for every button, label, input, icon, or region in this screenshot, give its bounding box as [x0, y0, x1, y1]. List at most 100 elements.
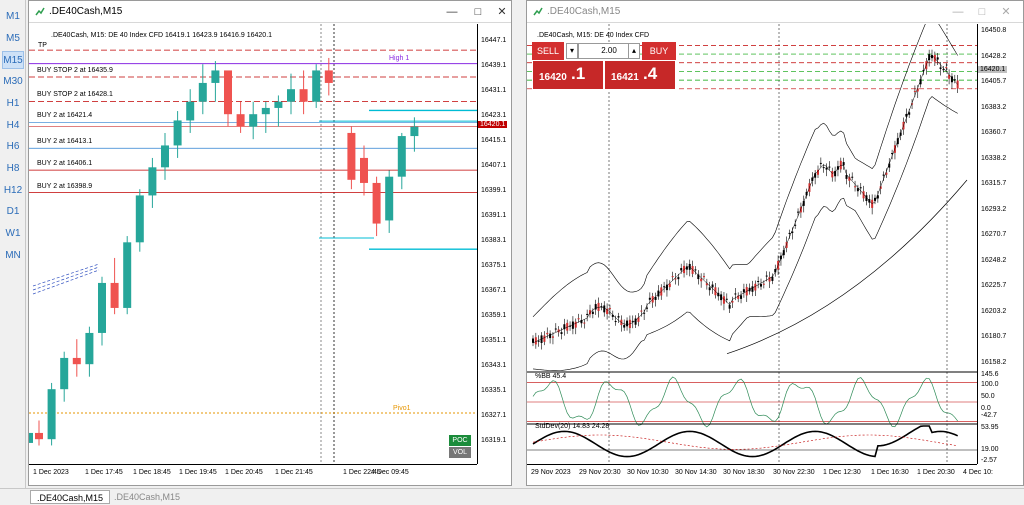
timeframe-w1[interactable]: W1 — [5, 228, 21, 239]
bid-frac: .1 — [571, 64, 586, 83]
minimize-icon[interactable]: — — [446, 6, 458, 18]
bar-body — [742, 289, 745, 293]
timeframe-d1[interactable]: D1 — [6, 206, 20, 218]
left-price-axis[interactable]: 16447.1 16439.1 16431.1 16423.1 16415.1 16407… — [477, 24, 511, 464]
bar-body — [608, 308, 611, 310]
candle-body — [173, 120, 182, 146]
bar-body — [771, 276, 774, 281]
bar-body — [611, 314, 614, 317]
buy-button[interactable]: BUY — [642, 42, 676, 60]
time-tick-label: 30 Nov 18:30 — [723, 469, 765, 476]
time-tick-label: 4 Dec 10: — [963, 469, 993, 476]
bid-price-display[interactable]: 16420 .1 — [532, 60, 604, 90]
timeframe-h4[interactable]: H4 — [6, 119, 20, 131]
price-tick-label: 16375.1 — [481, 262, 507, 269]
time-tick-label: 1 Dec 16:30 — [871, 469, 909, 476]
bar-body — [728, 305, 731, 309]
left-chart-window[interactable]: .DE40Cash,M15 — □ ✕ 16447.1 16439.1 16431.… — [28, 0, 512, 486]
timeframe-mn[interactable]: MN — [5, 249, 21, 261]
time-tick-label: 30 Nov 22:30 — [773, 469, 815, 476]
bar-body — [597, 302, 600, 311]
bar-body — [657, 290, 660, 297]
bar-body — [637, 317, 640, 322]
time-tick-label: 30 Nov 14:30 — [675, 469, 717, 476]
bar-body — [782, 250, 785, 256]
close-icon[interactable]: ✕ — [497, 6, 507, 18]
left-time-axis: 1 Dec 2023 1 Dec 17:45 1 Dec 18:45 1 Dec 19… — [29, 464, 477, 485]
price-tick-label: 16335.1 — [481, 387, 507, 394]
left-chart-canvas[interactable] — [29, 24, 477, 464]
bollinger-lower — [532, 96, 958, 371]
right-price-axis[interactable]: 16450.8 16428.2 16405.7 16383.2 16360.7 16338… — [977, 24, 1023, 464]
bar-body — [785, 241, 788, 248]
price-tick-label: 16203.2 — [981, 307, 1007, 315]
bar-body — [694, 269, 697, 271]
maximize-icon[interactable]: □ — [474, 6, 482, 18]
candle-body — [410, 126, 419, 137]
order-level-label: BUY STOP 2 at 16428.1 — [37, 91, 113, 99]
bar-body — [805, 191, 808, 196]
timeframe-m1[interactable]: M1 — [6, 11, 20, 22]
left-chart-info: .DE40Cash, M15: DE 40 Index CFD 16419.1 … — [51, 32, 273, 39]
timeframe-h1[interactable]: H1 — [6, 97, 20, 109]
lot-increase-button[interactable]: ▴ — [628, 43, 640, 59]
tab-chart-2[interactable]: .DE40Cash,M15 — [114, 492, 181, 502]
bar-body — [580, 319, 583, 324]
price-tick-label: 16383.1 — [481, 237, 507, 244]
timeframe-h12[interactable]: H12 — [3, 184, 23, 196]
trend-line — [32, 266, 100, 291]
maximize-icon[interactable]: □ — [978, 6, 986, 18]
right-chart-info: .DE40Cash, M15: DE 40 Index CFD — [537, 32, 650, 39]
bb-indicator-label: %BB 45.4 — [535, 373, 567, 380]
poc-button[interactable]: POC — [449, 435, 471, 446]
left-titlebar[interactable]: .DE40Cash,M15 — □ ✕ — [29, 1, 511, 23]
candle-body — [224, 70, 232, 115]
candle-body — [261, 107, 270, 115]
bar-body — [760, 284, 762, 287]
sell-button[interactable]: SELL — [532, 42, 564, 60]
tab-chart-1[interactable]: .DE40Cash,M15 — [30, 490, 111, 504]
bar-body — [691, 266, 694, 274]
order-level-label: BUY 2 at 16406.1 — [37, 160, 93, 168]
lot-decrease-button[interactable]: ▾ — [566, 43, 578, 59]
bar-body — [950, 76, 953, 83]
time-tick-label: 1 Dec 17:45 — [85, 469, 123, 476]
bar-body — [754, 283, 757, 291]
price-tick-label: 16428.2 — [981, 52, 1007, 60]
candle-body — [110, 282, 119, 308]
vol-button[interactable]: VOL — [449, 447, 471, 458]
bar-body — [560, 332, 563, 335]
bar-body — [725, 298, 728, 300]
bar-body — [779, 255, 782, 260]
bar-body — [876, 195, 879, 199]
close-icon[interactable]: ✕ — [1001, 6, 1011, 18]
timeframe-m30[interactable]: M30 — [3, 76, 23, 88]
bar-body — [842, 162, 845, 166]
timeframe-m15[interactable]: M15 — [2, 51, 24, 70]
trend-line — [32, 269, 100, 295]
timeframe-m5[interactable]: M5 — [6, 32, 20, 44]
timeframe-h8[interactable]: H8 — [6, 162, 20, 174]
bar-body — [648, 297, 651, 300]
timeframe-h6[interactable]: H6 — [6, 141, 20, 153]
ask-price-display[interactable]: 16421 .4 — [604, 60, 676, 90]
right-titlebar[interactable]: .DE40Cash,M15 — □ ✕ — [527, 1, 1023, 23]
candle-body — [35, 432, 43, 440]
left-tp-label: TP — [38, 42, 47, 49]
minimize-icon[interactable]: — — [952, 6, 964, 18]
bar-body — [554, 328, 557, 330]
stddev-indicator-label: StdDev(20) 14.83 24.28 — [535, 423, 610, 430]
time-tick-label: 1 Dec 20:45 — [225, 469, 263, 476]
bar-body — [797, 211, 800, 213]
candle-body — [198, 82, 207, 102]
bar-body — [848, 176, 851, 181]
bar-body — [626, 320, 629, 327]
right-candle-chart[interactable] — [527, 24, 977, 464]
bar-body — [606, 308, 609, 315]
bar-body — [948, 74, 951, 79]
bar-body — [697, 274, 700, 280]
right-window-title: .DE40Cash,M15 — [547, 6, 621, 17]
bar-body — [603, 305, 606, 313]
bar-body — [791, 231, 794, 233]
bar-body — [811, 177, 814, 181]
